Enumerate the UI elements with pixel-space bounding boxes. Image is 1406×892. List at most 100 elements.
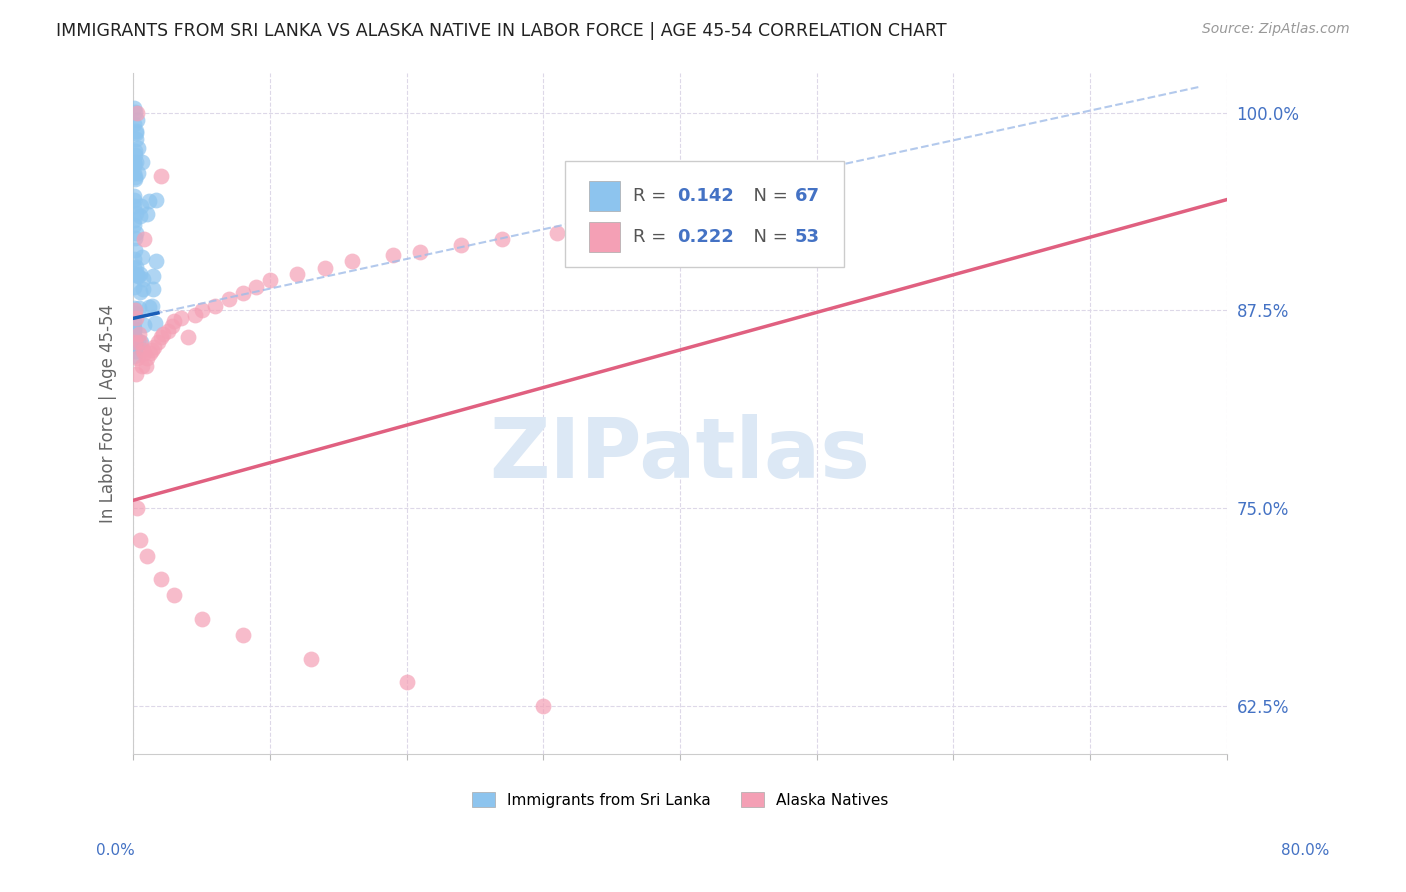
Point [409,244,432,259]
Point [122,328,145,343]
Point [129,334,152,349]
Point [122,158,145,172]
Point [131,250,153,264]
Text: 53: 53 [794,228,820,246]
Point [232,628,254,642]
Point [125,367,148,381]
Point [285,267,308,281]
Legend: Immigrants from Sri Lanka, Alaska Natives: Immigrants from Sri Lanka, Alaska Native… [465,786,894,814]
Text: N =: N = [742,186,794,205]
Point [125,260,148,274]
Point [152,327,174,342]
Point [128,327,150,342]
Point [134,232,156,246]
Point [124,344,146,359]
Point [125,124,148,138]
Point [124,166,146,180]
Point [124,334,146,349]
Text: 0.0%: 0.0% [96,843,135,858]
Point [184,308,207,322]
Point [122,324,145,338]
Point [204,299,226,313]
Point [131,154,153,169]
FancyBboxPatch shape [565,161,844,267]
Point [135,359,157,373]
Point [127,105,149,120]
Point [156,324,179,338]
Point [125,205,148,219]
Point [128,301,150,316]
Point [122,193,145,207]
Point [190,303,212,318]
Point [134,318,156,332]
Point [122,260,145,275]
Point [491,232,513,246]
Point [127,166,149,180]
Point [132,343,155,357]
Point [131,334,153,349]
Point [145,254,167,268]
Point [122,252,145,267]
Point [136,549,159,563]
Point [450,238,472,252]
Point [163,314,186,328]
Point [129,268,152,282]
Point [160,319,183,334]
Point [131,199,153,213]
Point [127,501,149,516]
Point [124,303,146,318]
Point [245,279,267,293]
Point [124,332,146,346]
Point [132,282,155,296]
Point [531,699,554,714]
Point [259,273,281,287]
Point [124,243,146,257]
Point [299,651,322,665]
Point [127,351,149,365]
Point [122,321,145,335]
FancyBboxPatch shape [589,222,620,252]
Point [125,268,148,283]
Point [122,117,145,131]
Point [124,315,146,329]
Point [124,147,146,161]
Point [127,141,149,155]
Point [127,268,149,283]
Point [131,272,153,286]
Point [124,101,146,115]
Point [145,193,167,207]
Point [669,216,692,230]
Point [122,155,145,169]
Point [135,207,157,221]
Text: N =: N = [742,228,794,246]
Point [124,350,146,364]
Text: ZIPatlas: ZIPatlas [489,414,870,494]
Text: 80.0%: 80.0% [1281,843,1329,858]
Point [124,332,146,346]
Point [149,330,172,344]
Point [177,330,200,344]
Point [134,346,156,360]
Point [122,267,145,281]
Point [124,170,146,185]
Point [143,316,166,330]
Point [129,285,152,299]
Point [125,112,148,127]
Point [122,189,145,203]
Point [170,311,193,326]
Point [314,260,336,275]
Point [141,343,163,357]
Point [395,675,418,690]
Point [125,126,148,140]
Point [122,213,145,227]
Text: Source: ZipAtlas.com: Source: ZipAtlas.com [1202,22,1350,37]
FancyBboxPatch shape [589,180,620,211]
Point [600,222,623,236]
Point [122,301,145,315]
Text: 0.142: 0.142 [676,186,734,205]
Point [218,293,240,307]
Text: R =: R = [633,186,672,205]
Point [138,300,160,314]
Point [129,533,152,547]
Point [127,334,149,348]
